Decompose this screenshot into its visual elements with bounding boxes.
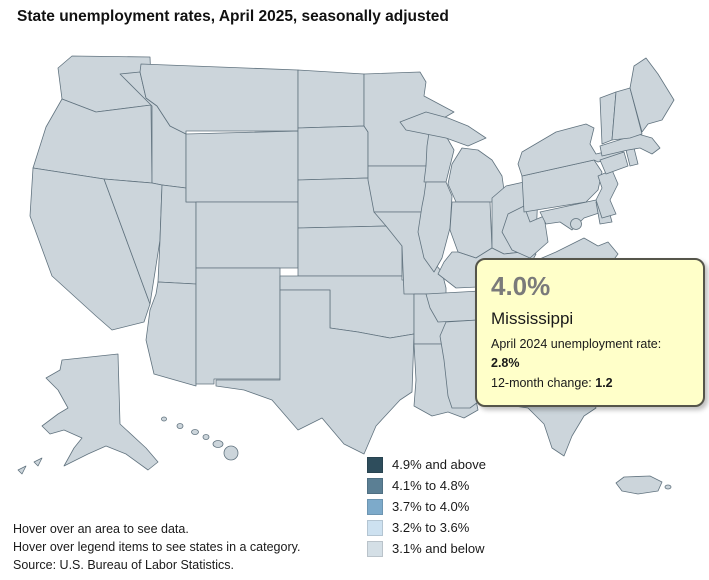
legend-swatch-highest [367, 456, 383, 473]
state-illinois[interactable] [417, 181, 453, 273]
note-hover-area: Hover over an area to see data. [13, 522, 189, 536]
tooltip-change-label: 12-month change: [491, 375, 596, 390]
state-alaska-aleutians[interactable] [17, 465, 27, 475]
footer-notes: Hover over an area to see data. Hover ov… [13, 520, 300, 574]
page-title: State unemployment rates, April 2025, se… [17, 8, 449, 25]
state-connecticut[interactable] [599, 151, 629, 175]
tooltip-rate-value: 4.0% [491, 271, 551, 301]
map-legend: 4.9% and above 4.1% to 4.8% 3.7% to 4.0%… [367, 454, 486, 559]
legend-item-low[interactable]: 3.2% to 3.6% [367, 517, 486, 538]
legend-item-lowest[interactable]: 3.1% and below [367, 538, 486, 559]
state-massachusetts[interactable] [599, 133, 661, 157]
state-rhode-island[interactable] [625, 147, 639, 167]
legend-label: 3.7% to 4.0% [392, 499, 470, 514]
territory-puerto-rico-islet[interactable] [664, 484, 672, 490]
hover-tooltip: 4.0% Mississippi April 2024 unemployment… [475, 258, 705, 408]
state-hawaii[interactable] [161, 416, 239, 461]
state-new-jersey[interactable] [595, 169, 619, 219]
source-line: Source: U.S. Bureau of Labor Statistics. [13, 558, 234, 573]
legend-swatch-low [367, 519, 383, 536]
legend-item-high[interactable]: 4.1% to 4.8% [367, 475, 486, 496]
legend-label: 4.1% to 4.8% [392, 478, 470, 493]
legend-label: 3.2% to 3.6% [392, 520, 470, 535]
legend-swatch-middle [367, 498, 383, 515]
state-maine[interactable] [629, 57, 675, 133]
tooltip-change-line: 12-month change: 1.2 [491, 374, 689, 393]
legend-item-highest[interactable]: 4.9% and above [367, 454, 486, 475]
state-south-dakota[interactable] [297, 125, 369, 181]
state-district-of-columbia[interactable] [570, 218, 582, 230]
state-wyoming[interactable] [185, 130, 299, 203]
state-alaska[interactable] [41, 353, 159, 471]
tooltip-prior-rate-line: April 2024 unemployment rate: 2.8% [491, 335, 689, 374]
state-kansas[interactable] [297, 225, 403, 277]
legend-swatch-lowest [367, 540, 383, 557]
legend-item-middle[interactable]: 3.7% to 4.0% [367, 496, 486, 517]
tooltip-prior-rate-label: April 2024 unemployment rate: [491, 337, 662, 351]
state-indiana[interactable] [449, 201, 493, 259]
tooltip-state-name: Mississippi [491, 309, 574, 328]
territory-puerto-rico[interactable] [615, 475, 663, 495]
tooltip-prior-rate-value: 2.8% [491, 356, 520, 371]
legend-swatch-high [367, 477, 383, 494]
state-alaska-aleutians-2[interactable] [33, 457, 43, 467]
note-hover-legend: Hover over legend items to see states in… [13, 540, 301, 555]
state-colorado[interactable] [195, 201, 299, 269]
state-texas[interactable] [215, 289, 415, 455]
state-michigan-lower[interactable] [447, 147, 505, 203]
state-north-dakota[interactable] [297, 69, 365, 129]
tooltip-change-value: 1.2 [595, 375, 613, 390]
state-new-hampshire[interactable] [611, 87, 643, 141]
state-new-mexico[interactable] [195, 267, 281, 385]
legend-label: 3.1% and below [392, 541, 485, 556]
legend-label: 4.9% and above [392, 457, 486, 472]
state-michigan-upper[interactable] [399, 111, 487, 147]
state-arizona[interactable] [145, 281, 197, 387]
